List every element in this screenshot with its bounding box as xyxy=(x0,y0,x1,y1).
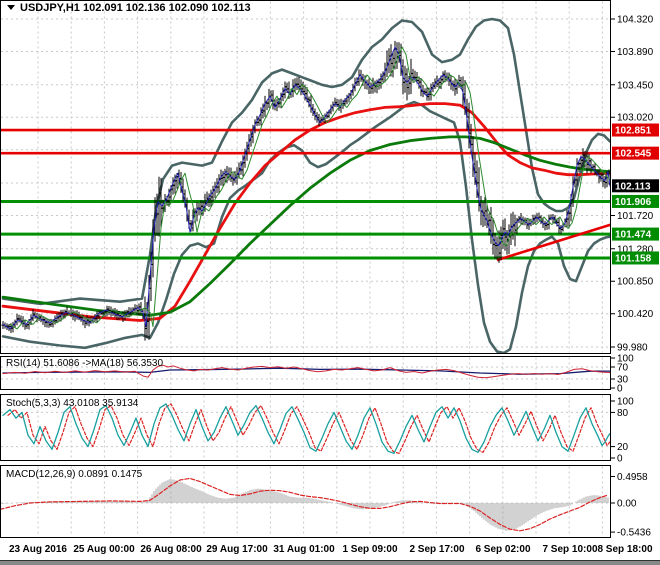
ma-thin-green-line xyxy=(9,46,610,330)
time-axis-label: 29 Aug 17:00 xyxy=(206,544,268,555)
ma-thin-blue-line xyxy=(2,46,610,330)
time-axis-label: 1 Sep 09:00 xyxy=(342,544,397,555)
current-price-badge xyxy=(612,179,659,193)
ma-green-line xyxy=(1,135,610,317)
time-axis-label: 8 Sep 18:00 xyxy=(597,544,652,555)
price-axis-label: 103.890 xyxy=(617,47,654,58)
price-axis-label: 100.850 xyxy=(617,277,654,288)
support-price-badge xyxy=(612,194,659,208)
resistance-price-badge-label: 102.545 xyxy=(615,149,652,160)
resistance-price-badge-label: 102.851 xyxy=(615,126,652,137)
rsi-line xyxy=(2,364,610,379)
stoch-axis-label: 80 xyxy=(617,408,629,419)
rsi-axis-label: 0 xyxy=(617,384,623,395)
time-axis-label: 25 Aug 00:00 xyxy=(73,544,135,555)
support-price-badge-label: 101.474 xyxy=(615,230,652,241)
ma-red-line xyxy=(1,102,610,322)
macd-histogram-group xyxy=(1,478,609,531)
stoch-indicator-label: Stoch(5,3,3) 43.0108 35.9134 xyxy=(6,398,139,409)
chart-title: USDJPY,H1 102.091 102.136 102.090 102.11… xyxy=(20,2,251,14)
support-price-badge-label: 101.158 xyxy=(615,253,652,264)
time-axis-label: 2 Sep 17:00 xyxy=(409,544,464,555)
stoch-panel-frame xyxy=(0,394,611,461)
time-axis-label: 6 Sep 02:00 xyxy=(475,544,530,555)
price-axis-label: 103.020 xyxy=(617,113,654,124)
macd-signal-line xyxy=(1,477,609,532)
price-axis-label: 103.450 xyxy=(617,80,654,91)
macd-panel-frame xyxy=(0,465,611,538)
time-axis-label: 7 Sep 10:00 xyxy=(542,544,597,555)
rsi-axis-label: 70 xyxy=(617,363,629,374)
rsi-panel-frame xyxy=(0,356,611,390)
ascending-trendline[interactable] xyxy=(496,223,611,262)
price-axis-label: 99.980 xyxy=(617,342,648,353)
axis-layer: 104.320 103.890 103.450 103.020 101.720 101.2… xyxy=(6,15,659,555)
symbol-dropdown-icon[interactable] xyxy=(7,5,15,10)
macd-axis-label: 0.00 xyxy=(617,499,637,510)
main-panel-frame xyxy=(0,0,611,354)
stoch-axis-label: 0 xyxy=(617,454,623,465)
resistance-price-badge xyxy=(612,146,659,160)
time-axis-label: 23 Aug 2016 xyxy=(9,544,67,555)
stoch-k-line xyxy=(2,403,610,455)
support-price-badge-label: 101.906 xyxy=(615,197,652,208)
support-price-badge xyxy=(612,227,659,241)
stoch-axis-label: 20 xyxy=(617,442,629,453)
panel-frames-layer xyxy=(0,0,611,538)
resistance-price-badge xyxy=(612,123,659,137)
rsi-axis-label: 30 xyxy=(617,375,629,386)
price-axis-label: 100.420 xyxy=(617,309,654,320)
bollinger-lower-line xyxy=(1,100,610,353)
current-price-badge-label: 102.113 xyxy=(615,181,651,192)
price-axis-label: 101.720 xyxy=(617,211,654,222)
price-axis-label: 101.280 xyxy=(617,244,654,255)
series-layer xyxy=(1,17,611,532)
time-axis-label: 26 Aug 08:00 xyxy=(140,544,202,555)
price-axis-label: 104.320 xyxy=(617,15,654,26)
macd-indicator-label: MACD(12,26,9) 0.0891 0.1475 xyxy=(6,469,143,480)
time-axis-label: 31 Aug 01:00 xyxy=(273,544,335,555)
support-price-badge xyxy=(612,251,659,265)
chart-title-bar: USDJPY,H1 102.091 102.136 102.090 102.11… xyxy=(7,2,251,14)
rsi-indicator-label: RSI(14) 51.6086 ->MA(18) 56.3530 xyxy=(6,358,163,369)
macd-axis-label: 0.4958 xyxy=(617,472,648,483)
macd-axis-label: -0.5436 xyxy=(617,528,651,539)
stoch-d-line xyxy=(7,403,610,454)
rsi-axis-label: 100 xyxy=(617,354,634,365)
stoch-axis-label: 100 xyxy=(617,397,634,408)
bollinger-upper-line xyxy=(1,17,610,306)
